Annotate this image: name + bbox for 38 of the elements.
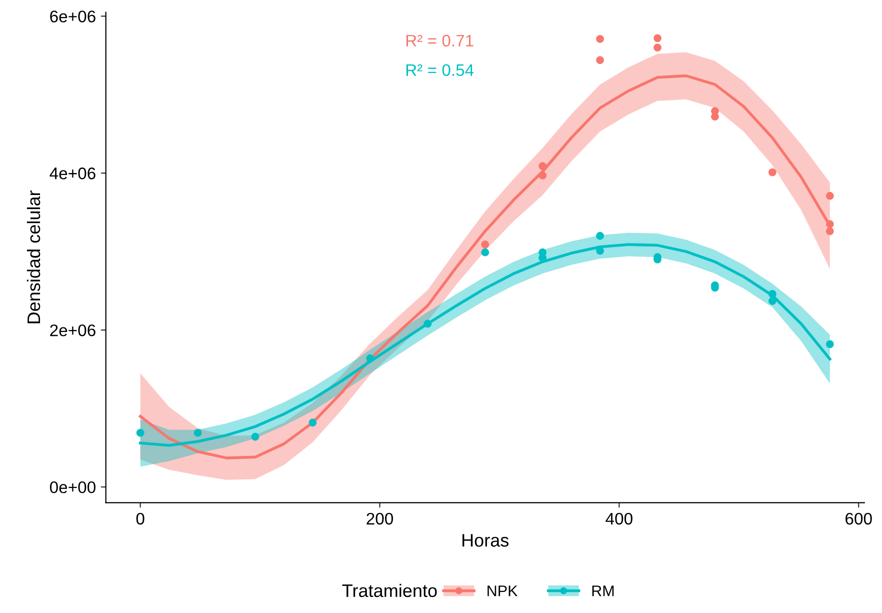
x-tick-label: 600 [846,512,872,525]
point [308,418,317,427]
point [768,297,776,305]
y-axis-title: Densidad celular [26,190,40,324]
y-tick-label: 6e+06 [50,10,96,22]
point [654,34,662,42]
y-tick-label: 2e+06 [50,324,96,336]
x-axis-title: Horas [462,534,509,547]
point [424,320,432,328]
point [826,227,834,236]
point [481,248,490,256]
point [826,220,834,228]
point [826,192,834,200]
legend-label: RM [592,586,614,596]
legend-label: NPK [488,586,518,596]
point [366,354,374,362]
y-tick-label: 4e+06 [50,168,96,180]
point [481,240,490,248]
point [538,172,547,180]
point [768,290,776,298]
point [654,44,662,52]
point [596,232,604,240]
x-tick-label: 200 [366,512,394,525]
point [194,428,202,437]
point [826,340,834,348]
point [538,162,547,170]
x-tick-label: 400 [606,512,632,525]
point [136,428,144,437]
annotation: R² = 0.54 [406,64,474,76]
point [596,56,604,64]
y-tick-label: 0e+00 [50,481,96,494]
point [251,432,260,441]
point [711,112,719,121]
annotation: R² = 0.71 [406,34,474,47]
point [596,34,604,43]
legend-title: Tratamiento [342,584,437,598]
point [768,168,776,176]
x-tick-label: 0 [136,512,144,525]
